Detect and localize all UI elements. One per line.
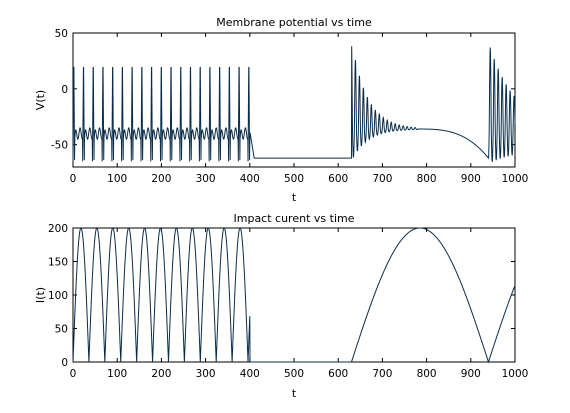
x-tick-label: 700 [372,173,392,185]
y-tick-label: 150 [48,257,68,269]
x-tick-label: 0 [70,173,77,185]
x-tick-label: 1000 [502,368,529,380]
y-tick-label: 50 [55,28,68,40]
impact-current-subplot: Impact curent vs time 0 100 200 300 400 500 60… [34,212,528,400]
x-tick-label: 100 [107,173,127,185]
bottom-ticks: 0 100 200 300 400 500 600 700 800 900 100020015010… [48,223,528,380]
x-tick-label: 400 [240,368,260,380]
top-plot-frame [72,32,516,168]
current-series-line [72,227,516,364]
x-tick-label: 400 [240,173,260,185]
y-tick-label: 50 [55,324,68,336]
voltage-series-line [72,46,516,162]
x-tick-label: 300 [196,368,216,380]
x-tick-label: 1000 [502,173,529,185]
x-tick-label: 600 [328,368,348,380]
bottom-chart-title: Impact curent vs time [234,212,355,225]
bottom-y-axis-label: I(t) [34,287,47,303]
bottom-x-axis-label: t [292,387,297,400]
top-x-axis-label: t [292,191,297,204]
x-tick-label: 700 [372,368,392,380]
x-tick-label: 0 [70,368,77,380]
x-tick-label: 900 [461,173,481,185]
x-tick-label: 600 [328,173,348,185]
x-tick-label: 200 [151,368,171,380]
y-tick-label: -50 [51,140,68,152]
top-y-axis-label: V(t) [34,90,47,110]
top-chart-title: Membrane potential vs time [216,16,372,29]
y-tick-label: 0 [61,84,68,96]
x-tick-label: 100 [107,368,127,380]
x-tick-label: 200 [151,173,171,185]
y-tick-label: 0 [61,357,68,369]
x-tick-label: 500 [284,368,304,380]
x-tick-label: 300 [196,173,216,185]
y-tick-label: 100 [48,290,68,302]
x-tick-label: 900 [461,368,481,380]
x-tick-label: 800 [417,368,437,380]
y-tick-label: 200 [48,223,68,235]
x-tick-label: 800 [417,173,437,185]
membrane-potential-subplot: Membrane potential vs time 0 100 200 300 400… [34,16,528,204]
x-tick-label: 500 [284,173,304,185]
